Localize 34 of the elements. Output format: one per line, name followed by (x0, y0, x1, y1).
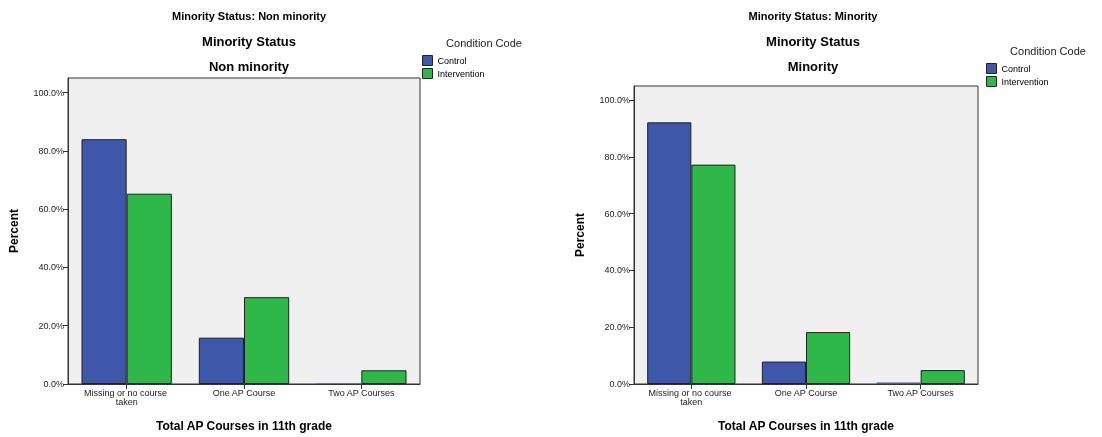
chart-subtitle: Minority Status Non minority (202, 34, 296, 74)
legend-label: Intervention (1001, 76, 1049, 87)
x-tick-label: Missing or no course taken (648, 387, 735, 407)
chart-title: Minority Status: Non minority (172, 9, 327, 22)
legend-label: Control (1001, 63, 1031, 74)
legend-label: Control (437, 55, 467, 66)
legend-title: Condition Code (1010, 44, 1086, 57)
y-tick-label: 40.0% (604, 265, 630, 276)
chart-title: Minority Status: Minority (748, 9, 879, 22)
y-tick-label: 80.0% (38, 145, 64, 156)
y-tick-label: 100.0% (599, 95, 630, 106)
chart-subtitle: Minority Status Minority (766, 34, 860, 74)
legend-title: Condition Code (446, 36, 522, 49)
x-tick-label: Two AP Courses (887, 387, 955, 398)
y-tick-label: 20.0% (38, 320, 64, 331)
y-tick-label: 60.0% (604, 208, 630, 219)
legend-label: Intervention (437, 68, 485, 79)
x-tick-label: Missing or no course taken (83, 387, 170, 407)
y-axis-title: Percent (7, 208, 21, 254)
y-tick-label: 20.0% (604, 322, 630, 333)
y-tick-label: 100.0% (33, 87, 64, 98)
y-tick-label: 0.0% (43, 379, 64, 389)
x-tick-label: One AP Course (774, 387, 838, 398)
x-axis-title: Total AP Courses in 11th grade (718, 419, 895, 433)
y-tick-label: 40.0% (38, 262, 64, 273)
y-axis-title: Percent (573, 212, 587, 258)
x-tick-label: Two AP Courses (328, 387, 396, 398)
y-tick-label: 60.0% (38, 204, 64, 215)
y-tick-label: 80.0% (604, 151, 630, 162)
bar (920, 370, 965, 384)
x-tick-label: One AP Course (212, 387, 276, 398)
y-tick-label: 0.0% (609, 379, 630, 389)
bar (361, 370, 407, 384)
x-axis-title: Total AP Courses in 11th grade (156, 419, 333, 433)
